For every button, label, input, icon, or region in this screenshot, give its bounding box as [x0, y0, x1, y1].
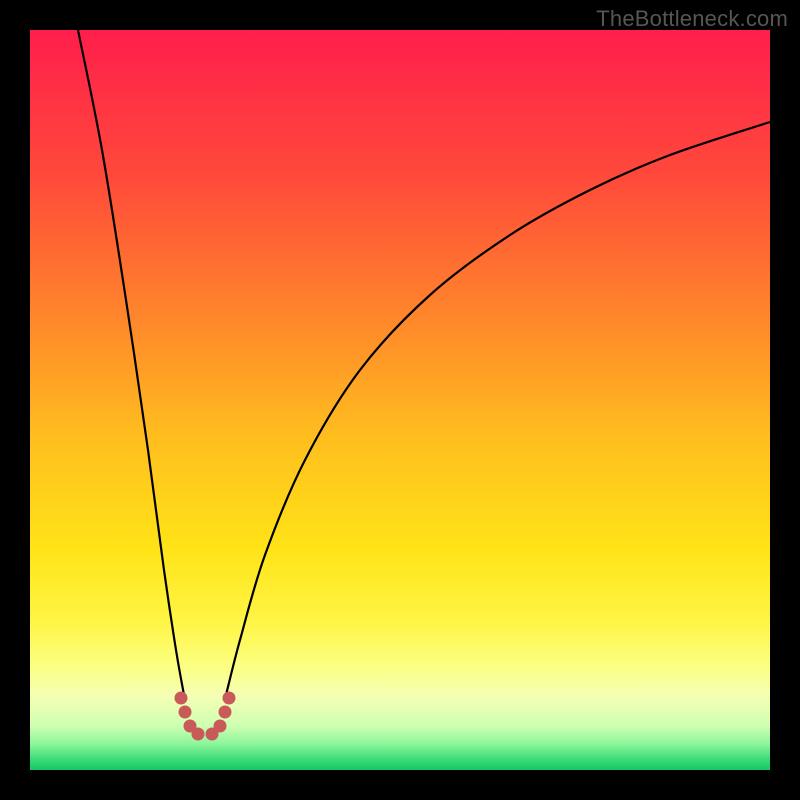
- plot-svg: [30, 30, 770, 770]
- trough-dot: [219, 706, 232, 719]
- chart-frame: TheBottleneck.com: [0, 0, 800, 800]
- plot-area: [30, 30, 770, 770]
- trough-dot: [175, 692, 188, 705]
- trough-dot: [179, 706, 192, 719]
- trough-dot: [223, 692, 236, 705]
- watermark-text: TheBottleneck.com: [596, 6, 788, 32]
- trough-dot: [214, 720, 227, 733]
- trough-dot: [192, 728, 205, 741]
